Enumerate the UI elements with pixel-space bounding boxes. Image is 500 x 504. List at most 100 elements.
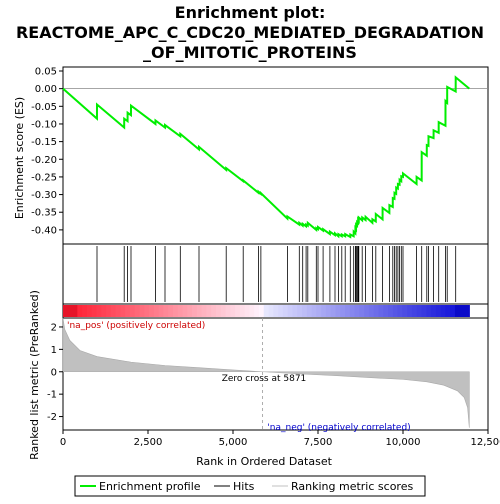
- neg-label: 'na_neg' (negatively correlated): [267, 423, 410, 433]
- legend-profile-label: Enrichment profile: [99, 480, 201, 493]
- legend-hits-label: Hits: [233, 480, 255, 493]
- colorbar-segment: [455, 305, 460, 317]
- colorbar-segment: [226, 305, 231, 317]
- x-tick-label: 10,000: [386, 437, 421, 448]
- colorbar-segment: [106, 305, 111, 317]
- colorbar-segment: [355, 305, 360, 317]
- colorbar-segment: [340, 305, 345, 317]
- colorbar-segment: [359, 305, 364, 317]
- colorbar-segment: [445, 305, 450, 317]
- colorbar-segment: [345, 305, 350, 317]
- colorbar-segment: [82, 305, 87, 317]
- colorbar-segment: [441, 305, 446, 317]
- colorbar-segment: [321, 305, 326, 317]
- colorbar-segment: [163, 305, 168, 317]
- colorbar-segment: [197, 305, 202, 317]
- colorbar-segment: [144, 305, 149, 317]
- es-y-tick-label: -0.20: [31, 155, 57, 166]
- colorbar-segment: [335, 305, 340, 317]
- colorbar-segment: [378, 305, 383, 317]
- legend-metric-label: Ranking metric scores: [291, 480, 413, 493]
- es-y-tick-label: 0.00: [35, 84, 57, 95]
- colorbar-segment: [101, 305, 106, 317]
- colorbar-segment: [216, 305, 221, 317]
- colorbar-segment: [326, 305, 331, 317]
- es-y-tick-label: -0.15: [31, 137, 57, 148]
- metric-y-tick-label: -2: [47, 412, 57, 423]
- metric-y-tick-label: 1: [51, 345, 57, 356]
- colorbar-segment: [316, 305, 321, 317]
- colorbar-segment: [312, 305, 317, 317]
- es-y-tick-label: -0.25: [31, 172, 57, 183]
- zero-cross-label: Zero cross at 5871: [222, 374, 307, 384]
- colorbar-group: [63, 305, 470, 317]
- colorbar-segment: [307, 305, 312, 317]
- colorbar-segment: [173, 305, 178, 317]
- colorbar-segment: [120, 305, 125, 317]
- colorbar-segment: [426, 305, 431, 317]
- chart-title-line-1: Enrichment plot:: [175, 3, 326, 22]
- x-tick-label: 5,000: [219, 437, 248, 448]
- colorbar-segment: [273, 305, 278, 317]
- colorbar-segment: [192, 305, 197, 317]
- colorbar-segment: [388, 305, 393, 317]
- colorbar-segment: [249, 305, 254, 317]
- colorbar-segment: [465, 305, 470, 317]
- x-tick-label: 2,500: [134, 437, 163, 448]
- colorbar-segment: [154, 305, 159, 317]
- colorbar-segment: [92, 305, 97, 317]
- colorbar-segment: [73, 305, 78, 317]
- colorbar-segment: [68, 305, 73, 317]
- colorbar-segment: [96, 305, 101, 317]
- colorbar-segment: [288, 305, 293, 317]
- colorbar-segment: [283, 305, 288, 317]
- pos-label: 'na_pos' (positively correlated): [67, 321, 205, 331]
- colorbar-segment: [450, 305, 455, 317]
- colorbar-segment: [202, 305, 207, 317]
- colorbar-segment: [125, 305, 130, 317]
- colorbar-segment: [159, 305, 164, 317]
- colorbar-segment: [417, 305, 422, 317]
- metric-y-tick-label: 0: [51, 367, 57, 378]
- colorbar-segment: [230, 305, 235, 317]
- colorbar-segment: [412, 305, 417, 317]
- colorbar-segment: [149, 305, 154, 317]
- colorbar-segment: [87, 305, 92, 317]
- colorbar-segment: [292, 305, 297, 317]
- colorbar-segment: [402, 305, 407, 317]
- colorbar-segment: [297, 305, 302, 317]
- colorbar-segment: [206, 305, 211, 317]
- colorbar-segment: [393, 305, 398, 317]
- colorbar-segment: [436, 305, 441, 317]
- es-y-tick-label: -0.10: [31, 119, 57, 130]
- colorbar-segment: [422, 305, 427, 317]
- colorbar-segment: [398, 305, 403, 317]
- colorbar-segment: [135, 305, 140, 317]
- colorbar-segment: [331, 305, 336, 317]
- es-y-tick-label: -0.40: [31, 225, 57, 236]
- colorbar-segment: [111, 305, 116, 317]
- colorbar-segment: [278, 305, 283, 317]
- chart-title-line-3: _OF_MITOTIC_PROTEINS: [143, 43, 357, 62]
- colorbar-segment: [264, 305, 269, 317]
- es-y-tick-label: -0.05: [31, 102, 57, 113]
- colorbar-segment: [130, 305, 135, 317]
- colorbar-segment: [364, 305, 369, 317]
- colorbar-segment: [431, 305, 436, 317]
- colorbar-segment: [77, 305, 82, 317]
- es-y-tick-label: 0.05: [35, 67, 57, 78]
- colorbar-segment: [254, 305, 259, 317]
- x-tick-label: 0: [60, 437, 66, 448]
- colorbar-segment: [139, 305, 144, 317]
- es-panel-frame: [63, 67, 488, 244]
- colorbar-segment: [63, 305, 68, 317]
- hits-panel-frame: [63, 244, 488, 304]
- colorbar-segment: [187, 305, 192, 317]
- colorbar-segment: [383, 305, 388, 317]
- colorbar-segment: [221, 305, 226, 317]
- colorbar-segment: [407, 305, 412, 317]
- es-y-tick-label: -0.35: [31, 208, 57, 219]
- colorbar-segment: [178, 305, 183, 317]
- colorbar-segment: [369, 305, 374, 317]
